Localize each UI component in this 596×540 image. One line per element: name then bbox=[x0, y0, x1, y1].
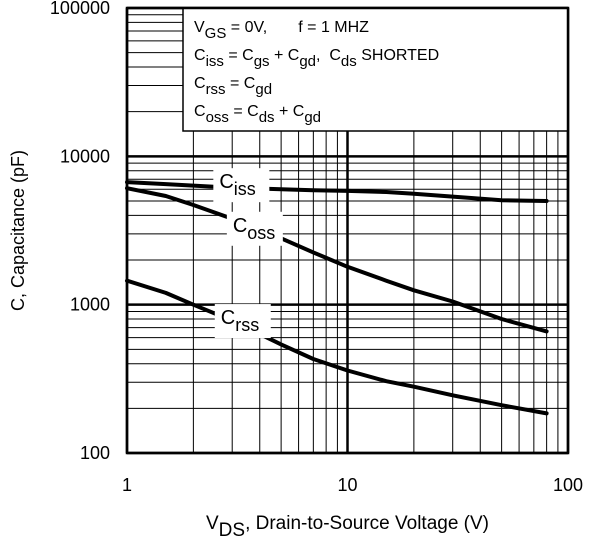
plot-frame bbox=[125, 6, 570, 455]
series-label-oss: Coss bbox=[233, 215, 275, 243]
legend-text: C bbox=[194, 103, 206, 120]
legend-subscript: GS bbox=[205, 25, 227, 42]
legend-subscript: iss bbox=[206, 53, 224, 70]
x-tick-labels: 1 10 100 bbox=[122, 475, 583, 495]
legend-text: = 0V, f = 1 MHZ bbox=[226, 19, 369, 36]
x-tick-label: 1 bbox=[122, 475, 132, 495]
y-tick-label: 100 bbox=[80, 443, 110, 463]
series-line-oss bbox=[125, 186, 549, 334]
y-tick-labels: 100 1000 10000 100000 bbox=[50, 0, 110, 463]
legend-line: VGS = 0V, f = 1 MHZ bbox=[194, 19, 369, 42]
series-label-bg-oss bbox=[226, 211, 283, 246]
x-tick-label: 10 bbox=[337, 475, 357, 495]
legend-text: V bbox=[194, 19, 205, 36]
x-axis-label-rest: , Drain-to-Source Voltage (V) bbox=[245, 513, 489, 534]
legend-box-frame bbox=[182, 7, 569, 132]
series-layer bbox=[125, 180, 549, 416]
legend-subscript: oss bbox=[206, 109, 229, 126]
legend-line: Crss = Cgd bbox=[194, 75, 272, 98]
legend-subscript: gd bbox=[299, 53, 316, 70]
legend-text: SHORTED bbox=[357, 47, 439, 64]
x-axis-label-main: V bbox=[206, 513, 219, 534]
legend-text: = C bbox=[229, 103, 259, 120]
y-axis-label: C, Capacitance (pF) bbox=[8, 150, 28, 311]
x-axis-label-sub: DS bbox=[219, 520, 245, 540]
legend-text: C bbox=[194, 75, 206, 92]
series-label-iss: Ciss bbox=[219, 171, 255, 199]
x-tick-label: 100 bbox=[553, 475, 583, 495]
series-label-sub: rss bbox=[235, 315, 259, 335]
legend-text: + C bbox=[275, 103, 305, 120]
y-tick-label: 10000 bbox=[60, 146, 110, 166]
series-label-main: C bbox=[219, 171, 233, 193]
series-line-iss bbox=[125, 180, 549, 203]
series-label-main: C bbox=[233, 215, 247, 237]
series-label-rss: Crss bbox=[221, 307, 259, 335]
legend-text: = C bbox=[226, 75, 256, 92]
legend-line: Ciss = Cgs + Cgd, Cds SHORTED bbox=[194, 47, 439, 70]
legend-line: Coss = Cds + Cgd bbox=[194, 103, 321, 126]
legend-text: = C bbox=[224, 47, 254, 64]
legend-text: C bbox=[194, 47, 206, 64]
legend-text: , C bbox=[316, 47, 341, 64]
series-label-sub: iss bbox=[234, 179, 256, 199]
y-tick-label: 1000 bbox=[70, 295, 110, 315]
x-axis-label: VDS, Drain-to-Source Voltage (V) bbox=[206, 513, 489, 540]
series-label-bg-iss bbox=[213, 168, 270, 203]
series-line-rss bbox=[125, 278, 549, 416]
y-tick-label: 100000 bbox=[50, 0, 110, 18]
legend-subscript: gd bbox=[255, 81, 272, 98]
legend-subscript: rss bbox=[206, 81, 226, 98]
legend-subscript: ds bbox=[259, 109, 275, 126]
legend-subscript: gs bbox=[254, 53, 270, 70]
legend-subscript: gd bbox=[304, 109, 321, 126]
legend-subscript: ds bbox=[341, 53, 357, 70]
series-label-sub: oss bbox=[247, 223, 275, 243]
series-label-main: C bbox=[221, 307, 235, 329]
legend-text: + C bbox=[270, 47, 300, 64]
series-label-bg-rss bbox=[214, 304, 271, 339]
